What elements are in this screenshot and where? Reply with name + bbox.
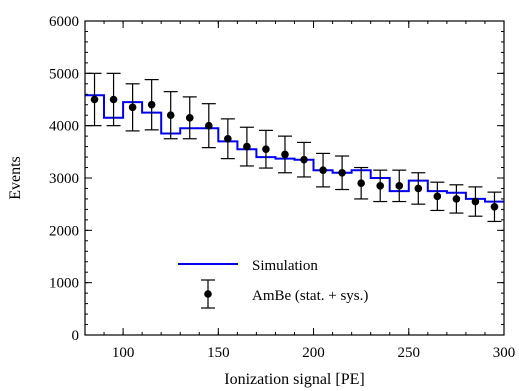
y-tick-label: 4000: [49, 119, 79, 135]
data-marker: [338, 168, 346, 177]
y-tick-label: 5000: [49, 66, 79, 82]
data-point: [87, 72, 102, 127]
data-point: [201, 103, 216, 149]
data-marker: [490, 202, 499, 211]
data-point: [106, 72, 121, 127]
data-marker: [166, 111, 175, 119]
data-marker: [395, 182, 404, 190]
legend-simulation-label: Simulation: [252, 258, 318, 274]
data-point: [411, 172, 426, 205]
y-tick-label: 3000: [49, 171, 79, 187]
data-point: [182, 96, 197, 140]
data-point: [354, 166, 369, 200]
y-tick-label: 2000: [49, 223, 79, 239]
y-tick-label: 6000: [49, 14, 79, 30]
plot-area: [85, 72, 504, 223]
data-marker: [90, 95, 99, 104]
data-marker: [376, 182, 385, 190]
data-marker: [433, 192, 442, 201]
data-marker: [185, 114, 194, 122]
y-axis-title: Events: [7, 156, 24, 200]
data-marker: [243, 142, 251, 151]
x-tick-label: 150: [207, 345, 230, 361]
data-point: [144, 79, 159, 131]
data-marker: [452, 195, 461, 203]
legend-data-marker: [204, 290, 212, 298]
data-marker: [262, 145, 270, 154]
data-point: [392, 169, 407, 203]
x-tick-label: 250: [398, 345, 421, 361]
data-point: [258, 129, 273, 169]
legend-amber-label: AmBe (stat. + sys.): [252, 288, 368, 304]
data-point: [277, 135, 292, 174]
data-marker: [147, 100, 156, 109]
legend: Simulation AmBe (stat. + sys.): [178, 258, 368, 309]
data-point: [239, 126, 254, 167]
data-point: [316, 152, 331, 188]
x-tick-label: 100: [112, 345, 135, 361]
data-marker: [128, 103, 137, 112]
data-point: [125, 83, 140, 132]
data-point: [468, 186, 483, 217]
data-point: [335, 155, 350, 191]
legend-amber-swatch: [201, 279, 215, 309]
y-tick-label: 1000: [49, 276, 79, 292]
data-point: [430, 181, 445, 212]
x-tick-label: 200: [302, 345, 325, 361]
data-point: [163, 91, 178, 140]
data-point: [373, 169, 388, 203]
data-point: [487, 191, 502, 223]
data-marker: [109, 95, 118, 104]
data-marker: [204, 121, 213, 130]
data-point: [297, 141, 312, 178]
data-marker: [471, 197, 480, 206]
data-marker: [224, 134, 232, 143]
data-marker: [300, 155, 308, 164]
data-marker: [357, 179, 365, 188]
x-axis-title: Ionization signal [PE]: [224, 371, 364, 388]
data-marker: [414, 184, 423, 193]
y-tick-label: 0: [72, 328, 80, 344]
simulation-step-line: [85, 94, 504, 203]
x-tick-label: 300: [493, 345, 516, 361]
data-point: [220, 118, 235, 160]
data-marker: [281, 150, 289, 159]
data-point: [449, 184, 464, 214]
data-marker: [319, 166, 327, 174]
